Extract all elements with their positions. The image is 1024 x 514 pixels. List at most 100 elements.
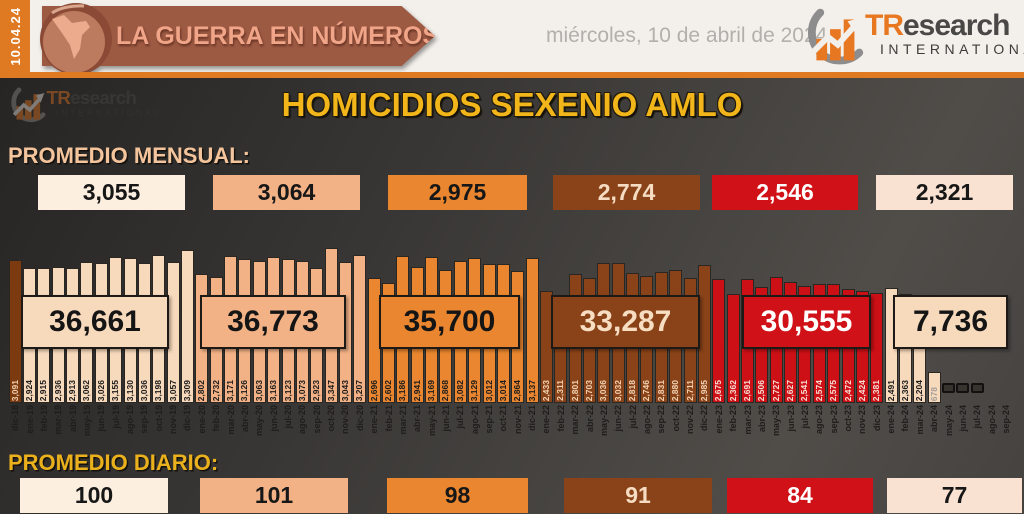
bar-value-label: 2,627	[785, 379, 796, 401]
bar-value-label: 2,727	[770, 379, 781, 401]
page-title: HOMICIDIOS SEXENIO AMLO	[281, 86, 743, 123]
bar-value-label: 2,864	[512, 379, 523, 401]
x-axis-label: abr-21	[412, 405, 423, 433]
bar-value-label: 3,073	[296, 379, 307, 401]
bar-value-label: 2,472	[842, 379, 853, 401]
brand-rest: esearch	[70, 87, 137, 109]
x-axis-label: ago-21	[469, 405, 480, 435]
bar-value-label: 3,347	[325, 379, 336, 401]
date-strip: 10.04.24	[0, 0, 30, 72]
bar-value-label: 2,703	[584, 379, 595, 401]
bar-value-label: 2,924	[24, 379, 35, 401]
brand-sub: INTERNATIONAL	[55, 107, 162, 118]
promedio-mensual-2019: 3,055	[38, 175, 185, 210]
x-axis-label: sep-20	[311, 405, 322, 434]
pending-marker	[942, 383, 956, 393]
banner: LA GUERRA EN NÚMEROS	[40, 3, 435, 75]
year-total-2023: 30,555	[742, 295, 871, 349]
year-total-2021: 35,700	[379, 295, 520, 349]
header: 10.04.24 LA GUERRA EN NÚMEROS miércoles,…	[0, 0, 1024, 75]
x-axis-label: ene-19	[24, 405, 35, 434]
x-axis-label: jul-22	[627, 405, 638, 429]
x-axis-label: ene-20	[196, 405, 207, 434]
bar-value-label: 3,198	[153, 379, 164, 401]
x-axis-label: ene-23	[713, 405, 724, 434]
bar-value-label: 2,574	[813, 379, 824, 401]
x-axis-label: may-22	[598, 405, 609, 437]
x-axis-label: dic-21	[527, 405, 538, 432]
bar-value-label: 3,171	[225, 379, 236, 401]
x-axis-label: ago-24	[986, 405, 997, 435]
x-axis-label: nov-19	[168, 405, 179, 435]
bar-column: jun-24	[956, 244, 970, 447]
bar-value-label: 3,032	[612, 379, 623, 401]
x-axis-label: abr-19	[67, 405, 78, 433]
bar-value-label: 2,541	[799, 379, 810, 401]
bar-value-label: 2,868	[440, 379, 451, 401]
x-axis-label: ene-22	[541, 405, 552, 434]
bar-value-label: 2,802	[196, 379, 207, 401]
bar-value-label: 2,746	[641, 379, 652, 401]
bar-value-label: 3,036	[598, 379, 609, 401]
x-axis-label: jun-23	[785, 405, 796, 432]
x-axis-label: dic-23	[871, 405, 882, 432]
brand-logo: TResearch INTERNATIONAL	[793, 3, 1024, 69]
bar-value-label: 2,363	[899, 379, 910, 401]
x-axis-label: mar-22	[570, 405, 581, 435]
brand-tr: TR	[865, 9, 904, 42]
mexico-globe-icon	[40, 3, 112, 75]
bar-value-label: 2,923	[311, 379, 322, 401]
x-axis-label: jul-23	[799, 405, 810, 429]
bar-value-label: 2,696	[368, 379, 379, 401]
x-axis-label: dic-22	[699, 405, 710, 432]
x-axis-label: sep-19	[139, 405, 150, 434]
bar-value-label: 2,311	[555, 380, 566, 401]
bar-value-label: 3,137	[526, 379, 537, 401]
x-axis-label: jul-20	[283, 405, 293, 429]
bar-value-label: 3,012	[483, 379, 494, 401]
bar-value-label: 2,831	[655, 379, 666, 401]
bar-value-label: 3,043	[339, 379, 350, 401]
bar-value-label: 3,123	[282, 379, 293, 401]
promedio-mensual-label: PROMEDIO MENSUAL:	[8, 143, 250, 168]
x-axis-label: sep-21	[484, 405, 495, 434]
bar-column: jul-24	[970, 244, 984, 447]
bar-column: 2,675 ene-23	[712, 244, 726, 447]
x-axis-label: feb-20	[211, 405, 222, 432]
bar: 678	[927, 372, 941, 403]
x-axis-label: sep-23	[828, 405, 839, 434]
pending-marker	[956, 383, 970, 393]
x-axis-label: may-19	[81, 405, 92, 437]
promedio-diario-2021: 98	[387, 478, 528, 513]
x-axis-label: abr-24	[929, 405, 940, 433]
bar-value-label: 2,691	[742, 379, 752, 401]
brand-text: TResearch INTERNATIONAL	[865, 9, 1024, 58]
bar-value-label: 3,082	[454, 379, 465, 401]
x-axis-label: dic-19	[182, 405, 193, 432]
promedio-diario-2022: 91	[564, 478, 712, 513]
brand-name: TResearch	[865, 9, 1024, 42]
bar-column: 678 abr-24	[927, 244, 941, 447]
x-axis-label: feb-19	[38, 405, 49, 432]
x-axis-label: jun-24	[957, 405, 968, 432]
x-axis-label: ago-22	[641, 405, 652, 435]
bar-column: 3,207 dic-20	[353, 244, 367, 447]
divider-line	[0, 72, 1024, 78]
promedio-diario-2020: 101	[200, 478, 348, 513]
bar-value-label: 3,207	[354, 379, 365, 401]
bar-value-label: 3,014	[497, 379, 508, 401]
bar-column: 3,309 dic-19	[180, 244, 194, 447]
x-axis-label: may-20	[254, 405, 265, 437]
bar-value-label: 2,433	[540, 379, 551, 401]
x-axis-label: jul-21	[455, 405, 466, 429]
x-axis-label: mar-21	[397, 405, 408, 435]
x-axis-label: dic-20	[354, 405, 365, 432]
x-axis-label: abr-20	[239, 405, 250, 433]
x-axis-label: ago-19	[125, 405, 136, 435]
bar-value-label: 3,091	[9, 379, 20, 401]
bar-column: 2,362 feb-23	[726, 244, 740, 447]
bar: 2,381	[870, 293, 884, 403]
bar-value-label: 3,062	[81, 379, 92, 401]
brand-sub: INTERNATIONAL	[880, 41, 1024, 57]
promedio-mensual-2023: 2,546	[712, 175, 858, 210]
